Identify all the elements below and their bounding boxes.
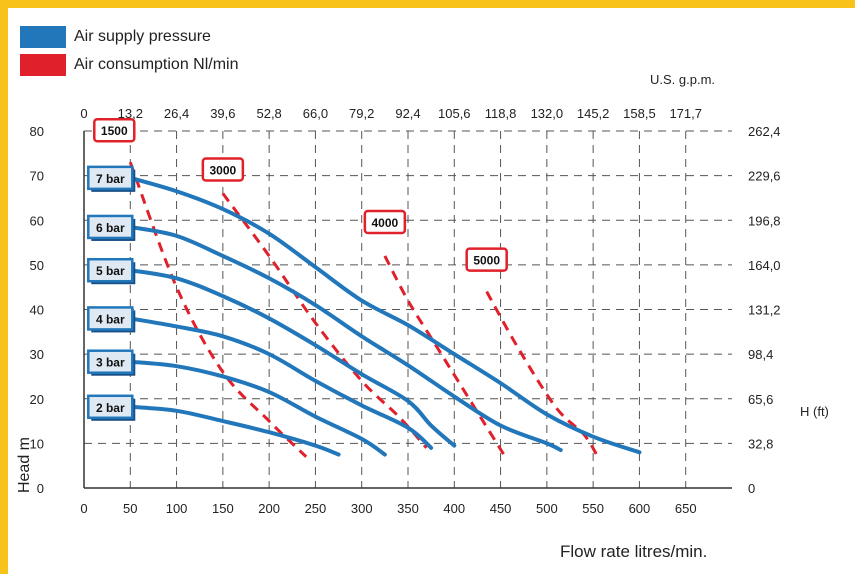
frame-top-border <box>0 0 855 8</box>
pressure-line-7-bar <box>128 175 642 455</box>
y-tick-label: 30 <box>30 347 44 362</box>
y-right-tick-label: 65,6 <box>748 392 773 407</box>
pressure-swatch <box>20 26 66 48</box>
bar-badge <box>87 257 134 283</box>
right-axis-unit: H (ft) <box>800 404 829 419</box>
y-tick-label: 80 <box>30 124 44 139</box>
x-tick-label: 650 <box>675 501 697 516</box>
x-top-tick-label: 26,4 <box>164 106 189 121</box>
pressure-line-3-bar <box>128 359 387 457</box>
x-top-tick-label: 66,0 <box>303 106 328 121</box>
x-tick-label: 550 <box>582 501 604 516</box>
y-right-tick-label: 131,2 <box>748 303 781 318</box>
y-right-tick-label: 196,8 <box>748 213 781 228</box>
consumption-line-4000 <box>383 255 507 458</box>
y-right-tick-label: 32,8 <box>748 436 773 451</box>
y-tick-label: 50 <box>30 258 44 273</box>
bar-badge <box>87 306 134 331</box>
y-tick-label: 70 <box>30 169 44 184</box>
pressure-line-5-bar <box>128 268 457 448</box>
pressure-layer <box>128 175 642 457</box>
bar-badge-label: 2 bar <box>96 401 125 415</box>
x-top-tick-label: 105,6 <box>438 106 471 121</box>
bar-badge-label: 6 bar <box>96 221 125 235</box>
x-tick-label: 0 <box>80 501 87 516</box>
consumption-line-3000 <box>221 192 428 449</box>
y-right-tick-label: 262,4 <box>748 124 781 139</box>
consumption-badge-label: 4000 <box>372 216 399 230</box>
consumption-badge-label: 1500 <box>101 124 128 138</box>
bar-badge <box>87 394 134 420</box>
x-top-tick-label: 0 <box>80 106 87 121</box>
x-tick-label: 200 <box>258 501 280 516</box>
x-top-tick-label: 52,8 <box>256 106 281 121</box>
consumption-badge-label: 5000 <box>473 254 500 268</box>
bottom-axis-title: Flow rate litres/min. <box>560 542 708 561</box>
bar-badge <box>87 349 134 374</box>
badge-layer: 1500 3000 4000 5000 7 bar 6 bar 5 bar 4 bar 3 ba… <box>87 117 508 421</box>
x-top-tick-label: 158,5 <box>623 106 656 121</box>
tick-layer: 0 50 100 150 200 250 300 350 400 450 500 550 600 6500… <box>30 106 781 516</box>
pressure-line-4-bar <box>128 316 434 450</box>
x-top-tick-label: 79,2 <box>349 106 374 121</box>
bar-badge <box>87 165 134 191</box>
x-tick-label: 450 <box>490 501 512 516</box>
bar-badge-label: 5 bar <box>96 264 125 278</box>
consumption-badge-label: 3000 <box>210 163 237 177</box>
x-top-tick-label: 13,2 <box>118 106 143 121</box>
pressure-legend-label: Air supply pressure <box>74 28 211 45</box>
x-tick-label: 50 <box>123 501 137 516</box>
legend-item-consumption: Air consumption Nl/min <box>20 54 239 76</box>
y-right-tick-label: 0 <box>748 481 755 496</box>
y-right-tick-label: 98,4 <box>748 347 773 362</box>
grid-layer <box>83 130 732 489</box>
x-tick-label: 400 <box>443 501 465 516</box>
bar-badge <box>87 214 134 240</box>
y-tick-label: 60 <box>30 213 44 228</box>
consumption-swatch <box>20 54 66 76</box>
consumption-legend-label: Air consumption Nl/min <box>74 56 239 73</box>
bar-badge-label: 4 bar <box>96 312 125 326</box>
x-tick-label: 500 <box>536 501 558 516</box>
bar-badge-label: 3 bar <box>96 356 125 370</box>
x-top-tick-label: 132,0 <box>531 106 564 121</box>
legend-item-pressure: Air supply pressure <box>20 26 211 48</box>
y-tick-label: 10 <box>30 436 44 451</box>
x-top-tick-label: 145,2 <box>577 106 610 121</box>
x-top-tick-label: 92,4 <box>395 106 420 121</box>
bar-badge-label: 7 bar <box>96 172 125 186</box>
consumption-badge <box>363 209 407 235</box>
consumption-badge <box>93 117 136 143</box>
x-tick-label: 350 <box>397 501 419 516</box>
consumption-line-5000 <box>485 290 600 458</box>
x-tick-label: 250 <box>305 501 327 516</box>
pressure-line-6-bar <box>128 224 563 453</box>
top-axis-unit: U.S. g.p.m. <box>650 72 716 87</box>
frame-left-border <box>0 0 8 574</box>
pressure-line-2-bar <box>128 404 341 457</box>
x-tick-label: 100 <box>166 501 188 516</box>
y-right-tick-label: 164,0 <box>748 258 781 273</box>
x-top-tick-label: 39,6 <box>210 106 235 121</box>
consumption-badge <box>465 247 508 272</box>
y-tick-label: 0 <box>37 481 44 496</box>
y-right-tick-label: 229,6 <box>748 169 781 184</box>
x-top-tick-label: 171,7 <box>669 106 702 121</box>
consumption-badge <box>201 157 245 182</box>
x-tick-label: 150 <box>212 501 234 516</box>
x-top-tick-label: 118,8 <box>485 106 517 121</box>
y-tick-label: 20 <box>30 392 44 407</box>
x-tick-label: 300 <box>351 501 373 516</box>
y-tick-label: 40 <box>30 303 44 318</box>
x-tick-label: 600 <box>629 501 651 516</box>
